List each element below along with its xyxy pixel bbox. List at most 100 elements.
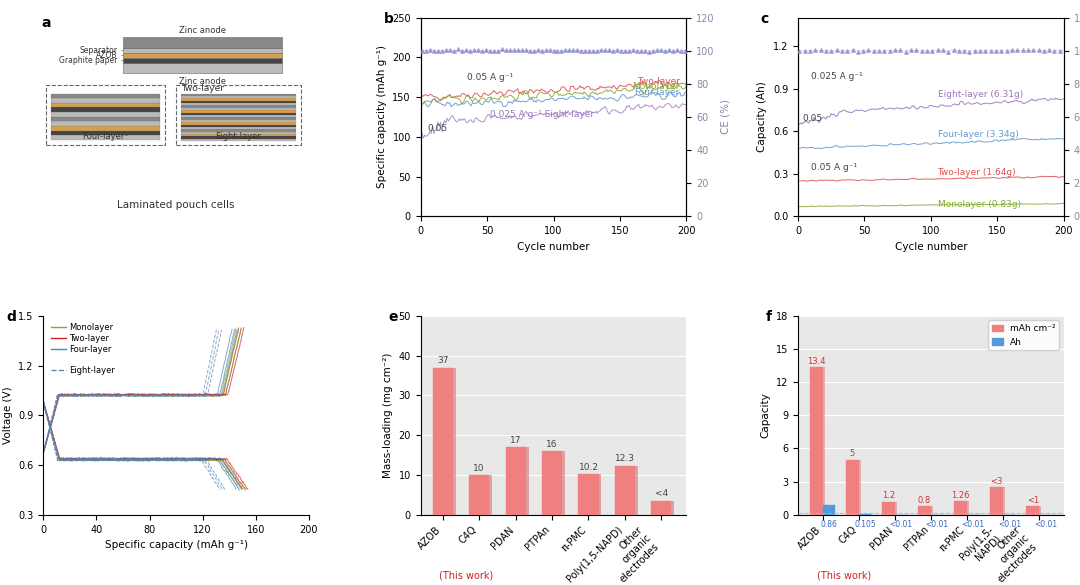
Point	[818, 46, 835, 56]
Bar	[823, 505, 835, 515]
Text: AZOB: AZOB	[96, 51, 118, 60]
Point	[497, 46, 514, 55]
Text: 0.025 A g⁻¹: 0.025 A g⁻¹	[811, 71, 863, 81]
Text: <0.01: <0.01	[1034, 520, 1057, 529]
Bar	[859, 514, 872, 515]
Bar	[181, 103, 296, 105]
Text: 13.4: 13.4	[807, 357, 826, 366]
Point	[791, 46, 808, 56]
Bar	[123, 53, 282, 58]
Point	[529, 46, 546, 55]
Point	[414, 46, 431, 56]
Point	[982, 47, 999, 56]
Y-axis label: CE (%): CE (%)	[720, 99, 730, 135]
Text: <4: <4	[654, 490, 669, 498]
Point	[561, 45, 578, 54]
Bar	[859, 460, 861, 515]
Point	[971, 46, 988, 56]
Point	[881, 46, 899, 56]
Point	[589, 47, 606, 56]
Point	[918, 47, 935, 56]
Bar	[51, 103, 160, 108]
Point	[907, 45, 924, 54]
Point	[517, 46, 535, 55]
Point	[565, 46, 582, 55]
Text: <0.01: <0.01	[890, 520, 913, 529]
Text: 37: 37	[437, 356, 448, 365]
Bar	[176, 85, 301, 145]
Text: (This work): (This work)	[440, 570, 494, 580]
Bar	[51, 98, 160, 103]
Point	[581, 47, 598, 56]
Point	[993, 46, 1010, 56]
Bar	[489, 475, 492, 515]
Point	[621, 46, 638, 56]
Point	[442, 46, 459, 55]
Point	[929, 46, 946, 55]
Point	[541, 46, 558, 55]
Point	[838, 46, 855, 56]
Bar	[181, 105, 296, 108]
Point	[987, 46, 1004, 56]
Bar	[181, 108, 296, 110]
Legend: Monolayer, Two-layer, Four-layer, , Eight-layer: Monolayer, Two-layer, Four-layer, , Eigh…	[48, 320, 118, 378]
Point	[812, 46, 829, 55]
Bar	[598, 474, 602, 515]
Bar	[51, 108, 160, 112]
Point	[457, 46, 474, 55]
Point	[807, 45, 824, 54]
Point	[796, 46, 813, 56]
Point	[532, 46, 550, 56]
Y-axis label: Mass-loading (mg cm⁻²): Mass-loading (mg cm⁻²)	[383, 353, 393, 478]
Point	[1051, 46, 1068, 56]
Point	[676, 46, 693, 56]
Text: 1.2: 1.2	[882, 491, 895, 500]
Text: <0.01: <0.01	[961, 520, 985, 529]
Point	[513, 46, 530, 55]
Point	[640, 47, 658, 56]
Bar	[181, 115, 296, 118]
Point	[593, 46, 610, 55]
Text: a: a	[42, 16, 52, 30]
Point	[940, 47, 957, 56]
Bar	[810, 367, 823, 515]
Text: 17: 17	[510, 436, 522, 445]
Bar	[123, 37, 282, 48]
Point	[956, 46, 973, 55]
Point	[636, 46, 653, 56]
Text: 16: 16	[546, 440, 557, 449]
Point	[553, 47, 570, 56]
Text: 10.2: 10.2	[579, 463, 598, 472]
Point	[657, 46, 674, 56]
Point	[572, 47, 590, 56]
Bar	[1039, 506, 1041, 515]
Bar	[846, 460, 859, 515]
Bar	[181, 110, 296, 113]
Bar	[45, 85, 165, 145]
Point	[1014, 46, 1031, 55]
Text: 1.26: 1.26	[951, 491, 970, 500]
Text: b: b	[383, 12, 393, 26]
Point	[1036, 46, 1053, 56]
Bar	[51, 112, 160, 117]
Bar	[181, 122, 296, 125]
Point	[437, 46, 455, 55]
Point	[1025, 46, 1042, 55]
Point	[648, 46, 665, 55]
Bar	[967, 501, 969, 515]
Bar	[1026, 506, 1039, 515]
Point	[828, 46, 846, 55]
Text: (This work): (This work)	[816, 570, 870, 580]
Bar	[562, 451, 565, 515]
Text: Zinc anode: Zinc anode	[179, 26, 226, 35]
Point	[865, 46, 882, 55]
Point	[834, 46, 851, 56]
Legend: mAh cm⁻², Ah: mAh cm⁻², Ah	[988, 321, 1059, 350]
Text: Laminated pouch cells: Laminated pouch cells	[118, 201, 234, 211]
Text: Two-layer (1.64g): Two-layer (1.64g)	[937, 168, 1016, 177]
Point	[584, 46, 602, 55]
Point	[913, 46, 930, 56]
Text: 0.105: 0.105	[854, 520, 876, 529]
Bar	[181, 139, 296, 141]
Point	[521, 46, 538, 56]
